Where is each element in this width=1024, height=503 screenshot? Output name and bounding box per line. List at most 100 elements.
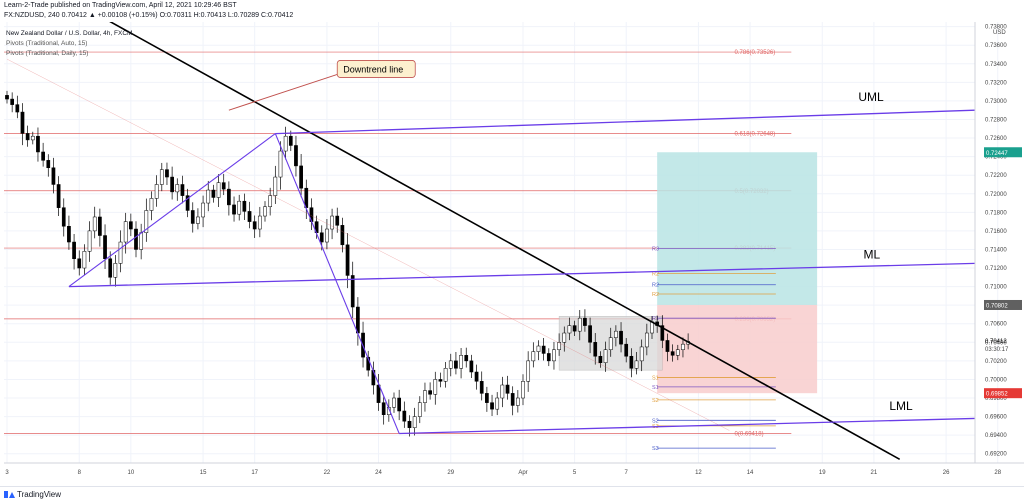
y-tick-label: 0.71600: [985, 229, 1007, 235]
median-line: [68, 262, 976, 288]
candle-body: [299, 165, 303, 189]
y-tick-label: 0.70400: [985, 340, 1007, 346]
candle-body: [103, 235, 107, 259]
y-tick-label: 0.73000: [985, 99, 1007, 105]
candle-body: [438, 379, 443, 382]
candle-body: [61, 207, 66, 227]
candle-body: [263, 206, 267, 217]
x-tick-label: 8: [78, 470, 82, 476]
fib-label: 0(0.69418): [735, 431, 764, 437]
pivot-label: S1: [652, 385, 659, 391]
pivot-label: R2: [652, 292, 659, 298]
bar-countdown: 03:30:17: [985, 347, 1009, 353]
tradingview-logo-icon: [4, 491, 15, 498]
y-tick-label: 0.72600: [985, 136, 1007, 142]
candle-body: [41, 151, 45, 161]
candle-body: [201, 202, 205, 218]
candle-body: [417, 402, 422, 417]
pivot-label: S3: [652, 446, 659, 452]
candle-body: [10, 98, 15, 105]
candle-body: [67, 226, 71, 243]
candle-body: [629, 355, 634, 369]
candle-body: [196, 216, 200, 224]
y-tick-label: 0.71800: [985, 210, 1007, 216]
pivot-label: S1: [652, 376, 659, 382]
publish-info: Learn-2-Trade published on TradingView.c…: [4, 2, 237, 9]
candle-body: [247, 211, 252, 222]
candle-body: [206, 189, 211, 204]
candle-body: [521, 381, 525, 399]
candle-body: [159, 169, 164, 185]
callout-box: [336, 60, 416, 78]
pivot-label: R3: [652, 247, 659, 253]
price-marker-label: 0.69852: [986, 392, 1008, 398]
candle-body: [118, 241, 123, 264]
price-chart[interactable]: 0.786(0.73526)0.618(0.72648)0.5(0.72032)…: [0, 22, 1024, 487]
brand-label: TradingView: [17, 490, 62, 499]
candle-body: [681, 343, 685, 350]
x-tick-label: 3: [5, 470, 9, 476]
candle-body: [644, 332, 649, 348]
fib-label: 0.786(0.73526): [735, 50, 776, 56]
candle-body: [190, 210, 195, 224]
candle-body: [536, 345, 541, 352]
x-tick-label: 14: [747, 470, 754, 476]
x-tick-label: Apr: [518, 470, 527, 476]
candle-body: [278, 150, 283, 178]
candle-body: [485, 393, 489, 403]
chart-header: Learn-2-Trade published on TradingView.c…: [0, 0, 1024, 22]
candle-body: [675, 349, 680, 356]
legend-pivots-auto: Pivots (Traditional, Auto, 15): [6, 40, 87, 47]
uml-label: UML: [858, 90, 884, 104]
x-tick-label: 12: [695, 470, 702, 476]
tradingview-brand[interactable]: TradingView: [4, 490, 61, 499]
candle-body: [257, 215, 262, 230]
candle-body: [319, 232, 324, 243]
candle-body: [490, 402, 494, 410]
candle-body: [227, 188, 231, 206]
candle-body: [72, 241, 76, 259]
candle-body: [588, 325, 592, 343]
y-tick-label: 0.72200: [985, 173, 1007, 179]
candle-body: [577, 317, 582, 332]
candle-body: [541, 345, 546, 354]
currency-label: USD: [993, 30, 1006, 36]
y-tick-label: 0.71000: [985, 285, 1007, 291]
candle-body: [464, 355, 469, 362]
candle-body: [185, 195, 190, 211]
candle-body: [660, 325, 665, 341]
x-tick-label: 26: [943, 470, 950, 476]
candle-body: [165, 169, 169, 178]
x-tick-label: 10: [127, 470, 134, 476]
candle-body: [412, 416, 417, 428]
candle-body: [562, 332, 567, 343]
candle-body: [252, 221, 257, 230]
candle-body: [98, 216, 102, 236]
candle-body: [474, 371, 479, 382]
candle-body: [335, 215, 340, 226]
callout-pointer: [228, 73, 338, 111]
pitchfork-handle-b: [274, 133, 400, 434]
candle-body: [619, 330, 623, 345]
y-tick-label: 0.70200: [985, 359, 1007, 365]
candle-body: [546, 353, 551, 362]
y-tick-label: 0.70600: [985, 322, 1007, 328]
candle-body: [345, 244, 350, 276]
legend-pivots-daily: Pivots (Traditional, Daily, 15): [6, 50, 88, 57]
candle-body: [273, 176, 278, 196]
target-zone: [657, 152, 818, 305]
y-tick-label: 0.69800: [985, 396, 1007, 402]
y-tick-label: 0.72800: [985, 117, 1007, 123]
candle-body: [402, 410, 407, 422]
candle-body: [325, 228, 329, 243]
candle-body: [20, 111, 25, 134]
trend-drawings: UML ML LML Downtrend line: [6, 22, 976, 460]
ml-label: ML: [864, 248, 881, 262]
candle-body: [350, 275, 355, 308]
candle-body: [87, 230, 92, 252]
candle-body: [180, 184, 185, 196]
candle-body: [557, 342, 561, 350]
candle-body: [356, 306, 360, 334]
candle-body: [51, 167, 56, 185]
legend-symbol: New Zealand Dollar / U.S. Dollar, 4h, FX…: [6, 30, 132, 37]
